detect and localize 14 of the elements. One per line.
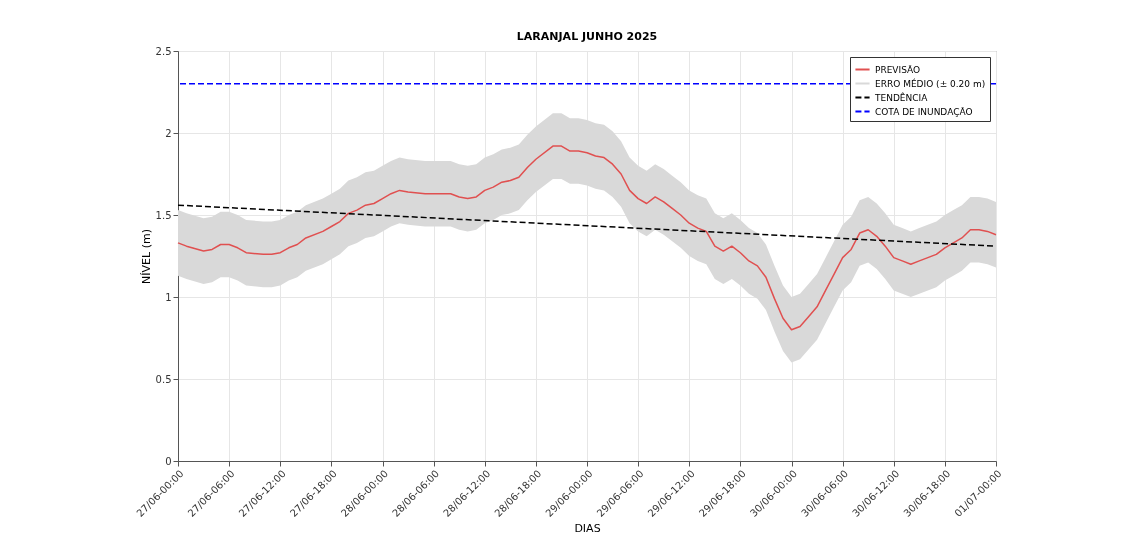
y-tick-label: 0.5 [155,373,172,385]
y-axis-title: NÍVEL (m) [139,229,153,284]
y-tick-label: 1 [165,291,172,303]
y-tick-label: 2.5 [155,45,172,57]
annotation: ERRO MÉDIO (± 0.20 m) [875,77,986,89]
legend-label: PREVISÃO [875,64,921,75]
chart-title: LARANJAL JUNHO 2025 [516,30,658,43]
legend-label: TENDÊNCIA [874,91,929,103]
line-series [177,145,997,331]
y-tick-label: 0 [165,455,172,467]
legend-label: COTA DE INUNDAÇÃO [875,106,973,117]
x-axis-title: DIAS [574,521,601,535]
y-tick-label: 1.5 [155,209,172,221]
y-tick-label: 2 [165,127,172,139]
